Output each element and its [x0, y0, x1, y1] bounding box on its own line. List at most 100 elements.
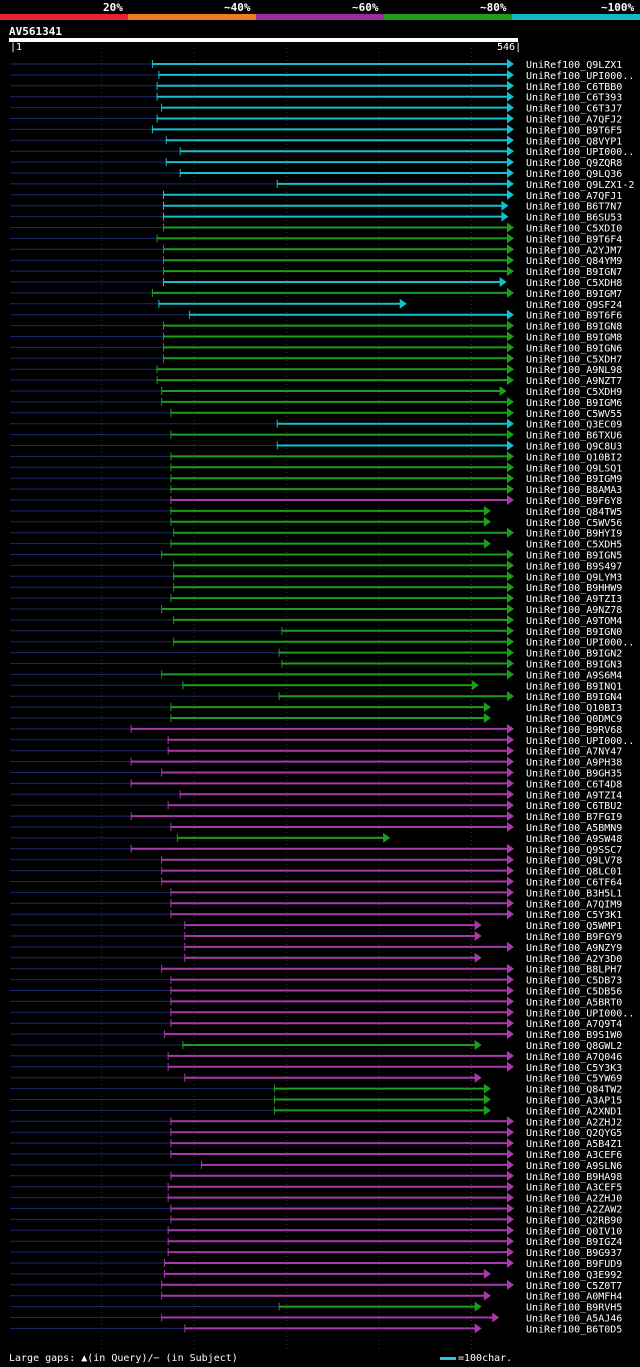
- hit-label[interactable]: UniRef100_Q0DMC9: [526, 714, 622, 725]
- hit-row[interactable]: UniRef100_Q3EC09: [10, 418, 622, 431]
- hit-row[interactable]: UniRef100_Q9LZX1-2: [10, 178, 634, 191]
- hit-label[interactable]: UniRef100_A7Q9T4: [526, 1019, 622, 1030]
- hit-label[interactable]: UniRef100_C6T3J7: [526, 104, 622, 115]
- hit-label[interactable]: UniRef100_Q0IV10: [526, 1226, 622, 1237]
- hit-label[interactable]: UniRef100_B9S497: [526, 561, 622, 572]
- hit-row[interactable]: UniRef100_C6TBB0: [10, 80, 622, 93]
- hit-label[interactable]: UniRef100_B9FUD9: [526, 1259, 622, 1270]
- hit-label[interactable]: UniRef100_B9IGN3: [526, 660, 622, 671]
- hit-row[interactable]: UniRef100_B9IGN7: [10, 266, 622, 278]
- hit-label[interactable]: UniRef100_B9HYI9: [526, 529, 622, 540]
- hit-label[interactable]: UniRef100_Q84TW2: [526, 1085, 622, 1096]
- hit-label[interactable]: UniRef100_Q9LZX1: [526, 60, 622, 71]
- hit-label[interactable]: UniRef100_C5XDH5: [526, 540, 622, 551]
- hit-label[interactable]: UniRef100_A2YJM7: [526, 245, 622, 256]
- hit-label[interactable]: UniRef100_B9IGN8: [526, 322, 622, 333]
- hit-label[interactable]: UniRef100_A5AJ46: [526, 1314, 622, 1325]
- hit-label[interactable]: UniRef100_B9IGM7: [526, 289, 622, 300]
- hit-label[interactable]: UniRef100_B9HHW9: [526, 583, 622, 594]
- hit-label[interactable]: UniRef100_C5XDI0: [526, 224, 622, 235]
- hit-label[interactable]: UniRef100_B9F6Y8: [526, 496, 622, 507]
- hit-row[interactable]: UniRef100_A5B4Z1: [10, 1138, 622, 1150]
- hit-row[interactable]: UniRef100_Q8GWL2: [10, 1040, 622, 1052]
- hit-row[interactable]: UniRef100_UPI000..: [10, 1007, 634, 1019]
- hit-label[interactable]: UniRef100_B9RVH5: [526, 1303, 622, 1314]
- hit-row[interactable]: UniRef100_UPI000..: [10, 734, 634, 747]
- hit-label[interactable]: UniRef100_Q10BI2: [526, 452, 622, 463]
- hit-label[interactable]: UniRef100_Q9LSQ1: [526, 463, 622, 474]
- hit-row[interactable]: UniRef100_B9HA98: [10, 1170, 622, 1183]
- hit-label[interactable]: UniRef100_A5BRT0: [526, 997, 622, 1008]
- hit-row[interactable]: UniRef100_B9S1W0: [10, 1029, 622, 1041]
- hit-label[interactable]: UniRef100_B9S1W0: [526, 1030, 622, 1041]
- hit-row[interactable]: UniRef100_C5YW69: [10, 1072, 622, 1085]
- hit-row[interactable]: UniRef100_B9G937: [10, 1247, 622, 1259]
- hit-row[interactable]: UniRef100_B9FUD9: [10, 1258, 622, 1270]
- hit-label[interactable]: UniRef100_C5DB56: [526, 987, 622, 998]
- hit-label[interactable]: UniRef100_A3CEF5: [526, 1183, 622, 1194]
- hit-label[interactable]: UniRef100_A3CEF6: [526, 1150, 622, 1161]
- hit-row[interactable]: UniRef100_Q8LC01: [10, 865, 622, 878]
- hit-row[interactable]: UniRef100_Q8VYP1: [10, 135, 622, 147]
- hit-label[interactable]: UniRef100_A2ZHJ2: [526, 1117, 622, 1128]
- hit-label[interactable]: UniRef100_A9TZI4: [526, 790, 622, 801]
- hit-row[interactable]: UniRef100_Q9LYM3: [10, 571, 622, 583]
- hit-label[interactable]: UniRef100_A9NZY9: [526, 943, 622, 954]
- hit-label[interactable]: UniRef100_C6TBB0: [526, 82, 622, 93]
- hit-row[interactable]: UniRef100_C5XDI0: [10, 222, 622, 235]
- hit-label[interactable]: UniRef100_B6TXU6: [526, 431, 622, 442]
- hit-row[interactable]: UniRef100_A3CEF6: [10, 1149, 622, 1161]
- hit-label[interactable]: UniRef100_C6TBU2: [526, 801, 622, 812]
- hit-label[interactable]: UniRef100_Q84YM9: [526, 256, 622, 267]
- hit-row[interactable]: UniRef100_A9TOM4: [10, 614, 622, 627]
- hit-row[interactable]: UniRef100_A9NZ78: [10, 604, 622, 616]
- hit-row[interactable]: UniRef100_UPI000..: [10, 69, 634, 82]
- hit-row[interactable]: UniRef100_B9IGZ4: [10, 1236, 622, 1248]
- hit-label[interactable]: UniRef100_C5DB73: [526, 976, 622, 987]
- hit-row[interactable]: UniRef100_C5XDH8: [10, 277, 622, 289]
- hit-label[interactable]: UniRef100_A5B4Z1: [526, 1139, 622, 1150]
- hit-row[interactable]: UniRef100_A7NY47: [10, 745, 622, 758]
- hit-label[interactable]: UniRef100_B9RV68: [526, 725, 622, 736]
- hit-row[interactable]: UniRef100_UPI000..: [10, 636, 634, 649]
- hit-row[interactable]: UniRef100_B6T7N7: [10, 200, 622, 213]
- hit-row[interactable]: UniRef100_B9GH35: [10, 767, 622, 780]
- hit-label[interactable]: UniRef100_Q9LV78: [526, 856, 622, 867]
- hit-row[interactable]: UniRef100_B6T0D5: [10, 1323, 622, 1335]
- hit-label[interactable]: UniRef100_A7Q046: [526, 1052, 622, 1063]
- hit-label[interactable]: UniRef100_Q2QYG5: [526, 1128, 622, 1139]
- hit-label[interactable]: UniRef100_A9SW48: [526, 834, 622, 845]
- hit-label[interactable]: UniRef100_B9IGM9: [526, 474, 622, 485]
- hit-label[interactable]: UniRef100_A9SLN6: [526, 1161, 622, 1172]
- hit-row[interactable]: UniRef100_B7FGI9: [10, 811, 622, 823]
- hit-row[interactable]: UniRef100_Q9C8U3: [10, 440, 622, 453]
- hit-label[interactable]: UniRef100_A2ZHJ0: [526, 1194, 622, 1205]
- hit-label[interactable]: UniRef100_B9FGY9: [526, 932, 622, 943]
- hit-label[interactable]: UniRef100_C5WV55: [526, 409, 622, 420]
- hit-row[interactable]: UniRef100_B9HHW9: [10, 582, 622, 594]
- hit-label[interactable]: UniRef100_B9GH35: [526, 769, 622, 780]
- hit-label[interactable]: UniRef100_C5XDH8: [526, 278, 622, 289]
- hit-label[interactable]: UniRef100_A9S6M4: [526, 670, 622, 681]
- hit-row[interactable]: UniRef100_Q9LZX1: [10, 59, 622, 71]
- hit-row[interactable]: UniRef100_A2Y3D0: [10, 952, 622, 965]
- hit-row[interactable]: UniRef100_B9IGM9: [10, 473, 622, 485]
- hit-row[interactable]: UniRef100_B9RVH5: [10, 1301, 622, 1314]
- hit-row[interactable]: UniRef100_Q84YM9: [10, 255, 622, 267]
- hit-label[interactable]: UniRef100_A2ZAW2: [526, 1205, 622, 1216]
- hit-row[interactable]: UniRef100_Q84TW2: [10, 1083, 622, 1096]
- hit-row[interactable]: UniRef100_A9PH38: [10, 756, 622, 769]
- hit-label[interactable]: UniRef100_B6T7N7: [526, 202, 622, 213]
- hit-label[interactable]: UniRef100_C5Z0T7: [526, 1281, 622, 1292]
- hit-label[interactable]: UniRef100_B6T0D5: [526, 1324, 622, 1335]
- hit-row[interactable]: UniRef100_C6T3J7: [10, 102, 622, 115]
- hit-row[interactable]: UniRef100_A2ZHJ0: [10, 1192, 622, 1205]
- hit-label[interactable]: UniRef100_A9NL98: [526, 365, 622, 376]
- hit-row[interactable]: UniRef100_C5DB73: [10, 974, 622, 987]
- hit-row[interactable]: UniRef100_C5XDH9: [10, 386, 622, 398]
- hit-row[interactable]: UniRef100_A5AJ46: [10, 1312, 622, 1325]
- hit-row[interactable]: UniRef100_B3H5L1: [10, 887, 622, 899]
- hit-label[interactable]: UniRef100_A7QFJ1: [526, 191, 622, 202]
- hit-row[interactable]: UniRef100_B6SU53: [10, 211, 622, 224]
- hit-label[interactable]: UniRef100_UPI000..: [526, 638, 634, 649]
